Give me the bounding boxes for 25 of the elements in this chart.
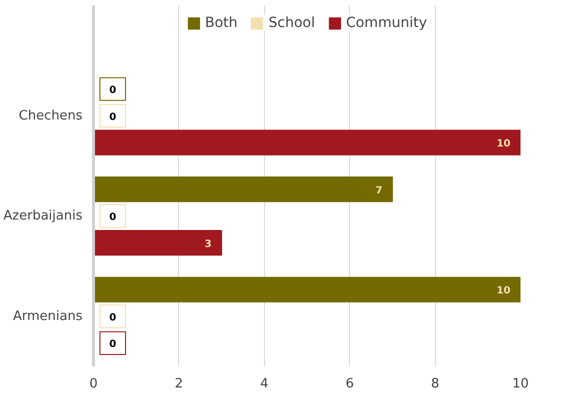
data-label: 0 [109,339,116,350]
data-label: 0 [109,212,116,224]
x-tick-label: 10 [512,376,529,392]
data-label: 10 [496,138,511,150]
y-tick-label: Armenians [13,308,83,324]
x-tick-label: 4 [260,376,268,392]
data-label: 3 [204,238,212,250]
data-label: 0 [109,85,116,96]
data-label: 0 [109,312,116,324]
legend-label: Both [204,15,238,31]
bar [94,176,393,202]
x-tick-label: 8 [430,376,440,392]
y-tick-label: Chechens [18,108,83,124]
data-label: 7 [375,185,382,196]
legend-label: Community [346,15,428,31]
y-tick-label: Azerbaijanis [3,208,83,224]
data-label: 10 [496,286,511,297]
bar [94,130,520,156]
x-tick-label: 0 [89,376,98,392]
legend-label: School [268,15,315,31]
x-tick-label: 6 [346,376,354,392]
data-label: 0 [109,112,116,123]
x-tick-label: 2 [174,376,184,392]
bar [94,276,520,302]
bar [94,230,222,256]
